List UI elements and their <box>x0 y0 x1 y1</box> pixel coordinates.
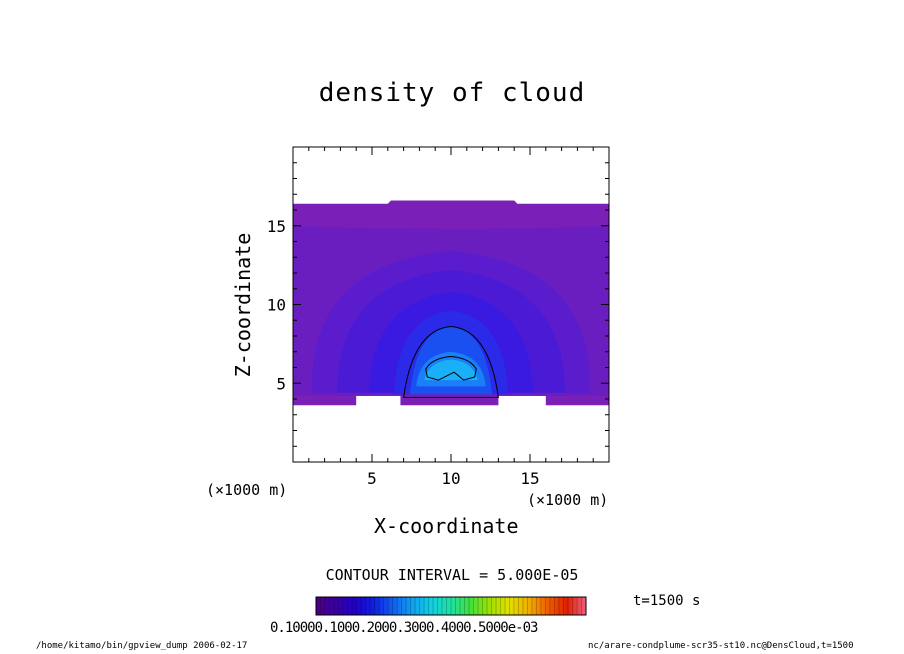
chart-title: density of cloud <box>318 78 586 108</box>
x-tick-label: 5 <box>367 469 377 488</box>
y-tick-label: 5 <box>276 374 286 393</box>
contour-interval: CONTOUR INTERVAL = 5.000E-05 <box>325 566 579 584</box>
x-axis-label: X-coordinate <box>374 514 519 538</box>
footer-left: /home/kitamo/bin/gpview_dump 2006-02-17 <box>36 641 248 651</box>
footer-right: nc/arare-condplume-scr35-st10.nc@DensClo… <box>588 641 854 651</box>
colorbar-tick-labels: 0.10000.1000.2000.3000.4000.5000e-03 <box>270 620 538 636</box>
y-tick-label: 10 <box>267 296 286 315</box>
y-tick-label: 15 <box>267 217 286 236</box>
y-axis-label: Z-coordinate <box>231 233 255 378</box>
x-tick-labels: 5 10 15 <box>367 469 539 488</box>
contour-line <box>403 326 499 398</box>
y-unit-label: (×1000 m) <box>206 481 288 499</box>
colorbar-bar <box>315 596 587 616</box>
colorbar <box>315 596 587 616</box>
time-label: t=1500 s <box>633 593 701 609</box>
contour-line <box>425 355 477 381</box>
x-unit-label: (×1000 m) <box>527 491 609 509</box>
contour-region <box>424 359 478 381</box>
axis-ticks <box>293 147 609 462</box>
x-tick-label: 10 <box>441 469 460 488</box>
x-tick-label: 15 <box>520 469 539 488</box>
contour-lines <box>403 326 499 398</box>
contour-fields <box>293 200 609 406</box>
y-tick-labels: 5 10 15 <box>267 217 286 394</box>
